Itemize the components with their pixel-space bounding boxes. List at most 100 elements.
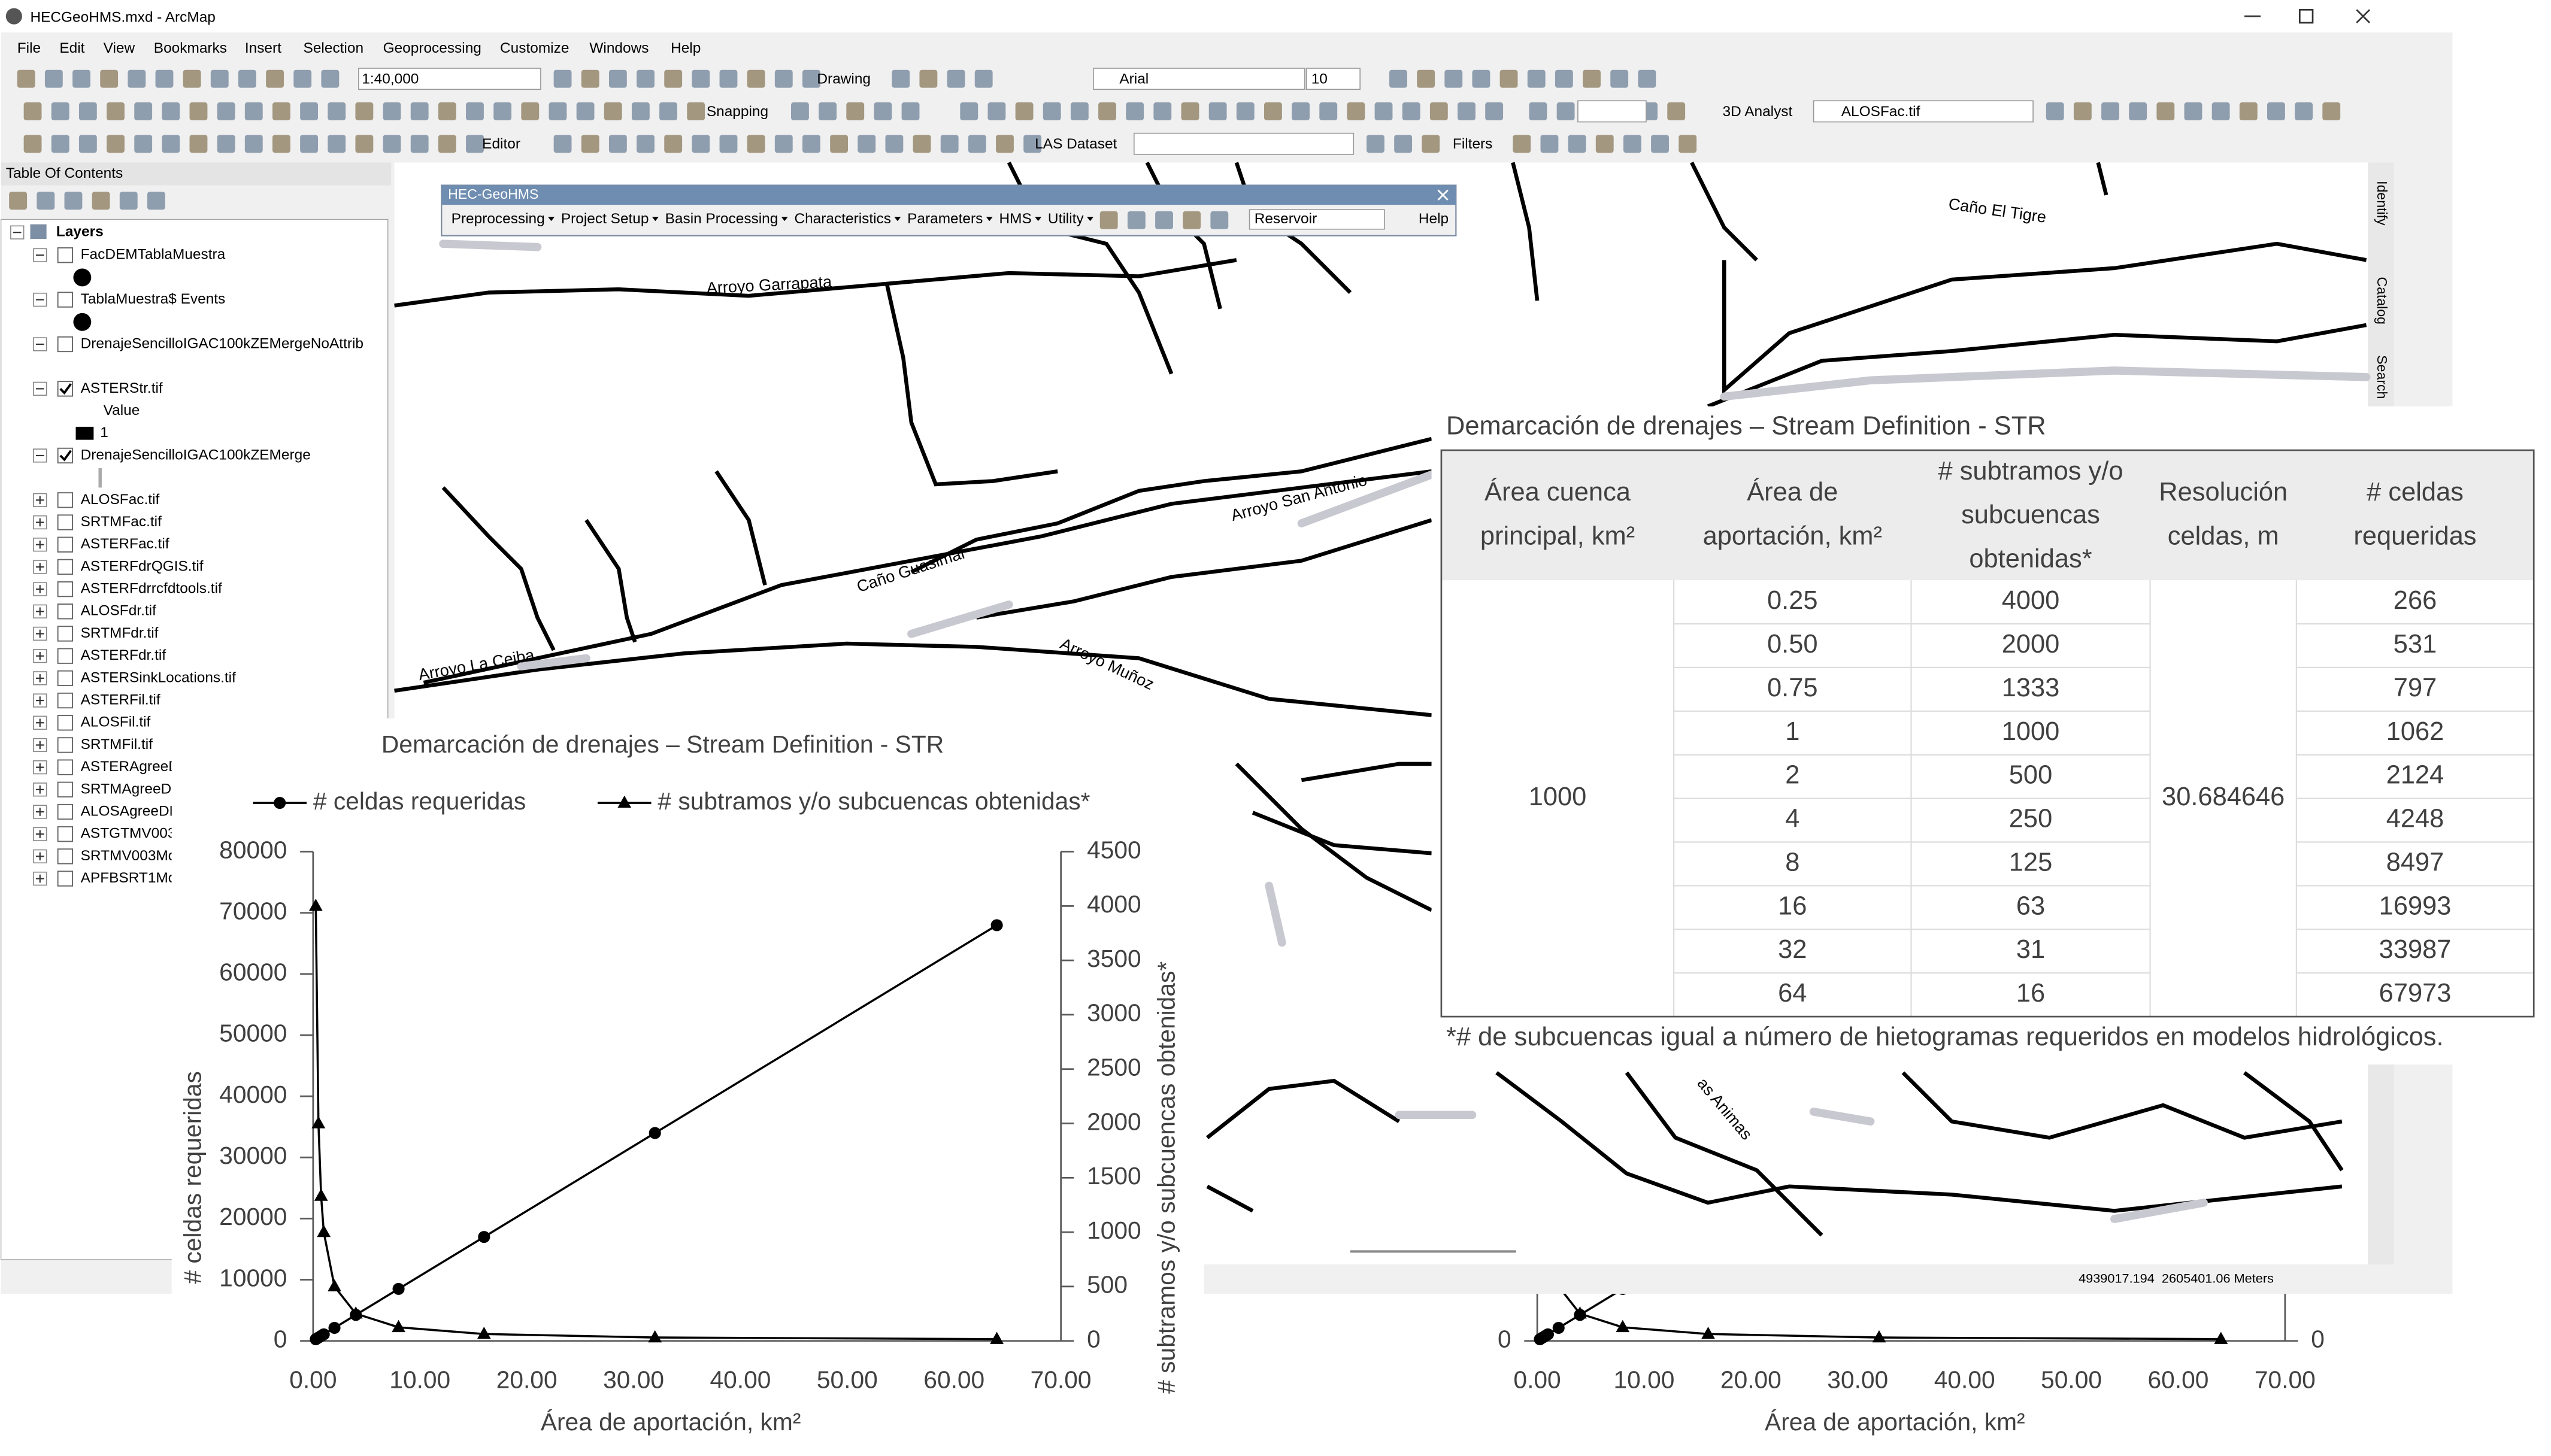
toolbar-button[interactable] <box>791 102 809 120</box>
toolbar-button[interactable] <box>1556 102 1575 120</box>
toolbar-button[interactable] <box>72 69 90 88</box>
layer-name[interactable]: ASTERAgreeD <box>81 759 179 775</box>
geohms-close[interactable] <box>1437 189 1449 201</box>
toolbar-button[interactable] <box>747 69 765 88</box>
menu-item[interactable]: Help <box>671 40 701 56</box>
maximize-button[interactable] <box>2298 8 2314 24</box>
menu-item[interactable]: Bookmarks <box>154 40 227 56</box>
toolbar-button[interactable] <box>631 102 650 120</box>
toolbar-button[interactable] <box>960 102 978 120</box>
close-button[interactable] <box>2356 9 2370 23</box>
toolbar-button[interactable] <box>78 102 97 120</box>
layer-name[interactable]: ALOSAgreeDE <box>81 803 179 819</box>
toolbar-button[interactable] <box>2156 102 2175 120</box>
toolbar-button[interactable] <box>1540 135 1559 153</box>
toolbar-button[interactable] <box>1417 69 1435 88</box>
layer-checkbox[interactable] <box>57 803 74 820</box>
toolbar-button[interactable] <box>576 102 595 120</box>
toolbar-button[interactable] <box>1183 211 1201 229</box>
layer-name[interactable]: ALOSFac.tif <box>81 492 160 508</box>
geohms-menu[interactable]: Utility <box>1048 211 1084 227</box>
toolbar-button[interactable] <box>692 69 710 88</box>
toolbar-button[interactable] <box>244 135 263 153</box>
toolbar-button[interactable] <box>383 135 401 153</box>
toolbar-button[interactable] <box>1374 102 1393 120</box>
toolbar-button[interactable] <box>1264 102 1282 120</box>
geohms-menu[interactable]: Project Setup <box>561 211 649 227</box>
toolbar-label[interactable]: LAS Dataset <box>1035 136 1117 152</box>
toolbar-button[interactable] <box>2129 102 2147 120</box>
toolbar-button[interactable] <box>51 135 69 153</box>
toolbar-button[interactable] <box>2073 102 2092 120</box>
toolbar-button[interactable] <box>687 102 705 120</box>
side-tab[interactable]: Identify <box>2374 181 2390 226</box>
toolbar-button[interactable] <box>892 69 910 88</box>
toolbar-button[interactable] <box>272 102 290 120</box>
toolbar-button[interactable] <box>300 135 319 153</box>
menu-item[interactable]: Customize <box>500 40 569 56</box>
toolbar-button[interactable] <box>466 135 484 153</box>
layer-name[interactable]: SRTMFil.tif <box>81 736 153 753</box>
layer-name[interactable]: ALOSFdr.tif <box>81 603 156 619</box>
toolbar-button[interactable] <box>1513 135 1531 153</box>
dropdown[interactable] <box>1577 100 1647 123</box>
toolbar-button[interactable] <box>774 135 793 153</box>
toolbar-button[interactable] <box>664 135 683 153</box>
layer-checkbox[interactable] <box>57 492 74 508</box>
layer-checkbox[interactable] <box>57 781 74 797</box>
menu-item[interactable]: Insert <box>245 40 281 56</box>
toolbar-button[interactable] <box>858 135 876 153</box>
layer-checkbox[interactable] <box>57 514 74 530</box>
toolbar-button[interactable] <box>2211 102 2230 120</box>
layer-checkbox[interactable] <box>57 670 74 687</box>
toolbar-button[interactable] <box>23 135 42 153</box>
layer-name[interactable]: SRTMFac.tif <box>81 514 162 530</box>
toolbar-button[interactable] <box>919 69 938 88</box>
menu-item[interactable]: Edit <box>59 40 84 56</box>
layer-checkbox[interactable] <box>57 559 74 575</box>
toolbar-button[interactable] <box>321 69 340 88</box>
layer-name[interactable]: DrenajeSencilloIGAC100kZEMerge <box>81 447 311 463</box>
toolbar-label[interactable]: Arial <box>1119 71 1149 87</box>
toolbar-button[interactable] <box>581 69 599 88</box>
dropdown[interactable] <box>358 68 541 90</box>
toolbar-button[interactable] <box>1402 102 1420 120</box>
toolbar-button[interactable] <box>1595 135 1614 153</box>
layer-name[interactable]: SRTMV003Mo <box>81 848 177 864</box>
toolbar-button[interactable] <box>266 69 284 88</box>
toolbar-button[interactable] <box>947 69 965 88</box>
layer-name[interactable]: ASTERFdrQGIS.tif <box>81 558 204 574</box>
layer-checkbox[interactable] <box>57 870 74 887</box>
toolbar-button[interactable] <box>217 102 235 120</box>
toolbar-button[interactable] <box>293 69 312 88</box>
toolbar-button[interactable] <box>1127 211 1146 229</box>
toolbar-button[interactable] <box>1444 69 1463 88</box>
toolbar-button[interactable] <box>1208 102 1227 120</box>
toolbar-button[interactable] <box>1023 135 1042 153</box>
toolbar-button[interactable] <box>1394 135 1413 153</box>
toolbar-button[interactable] <box>974 69 993 88</box>
layer-name[interactable]: TablaMuestra$ Events <box>81 291 226 307</box>
toolbar-button[interactable] <box>549 102 567 120</box>
toolbar-button[interactable] <box>355 135 374 153</box>
toolbar-button[interactable] <box>637 69 655 88</box>
toolbar-button[interactable] <box>1529 102 1547 120</box>
geohms-menu[interactable]: Preprocessing <box>452 211 545 227</box>
toolbar-button[interactable] <box>802 69 820 88</box>
toolbar-button[interactable] <box>1679 135 1697 153</box>
toolbar-button[interactable] <box>1389 69 1407 88</box>
layer-name[interactable]: FacDEMTablaMuestra <box>81 247 226 263</box>
layer-name[interactable]: DrenajeSencilloIGAC100kZEMergeNoAttrib <box>81 335 363 351</box>
layer-checkbox[interactable] <box>57 581 74 597</box>
toolbar-button[interactable] <box>1236 102 1255 120</box>
toolbar-button[interactable] <box>1429 102 1448 120</box>
layer-name[interactable]: ASTERSinkLocations.tif <box>81 669 236 685</box>
toolbar-button[interactable] <box>2184 102 2202 120</box>
toolbar-button[interactable] <box>719 135 738 153</box>
toolbar-button[interactable] <box>64 192 83 210</box>
toolbar-button[interactable] <box>819 102 837 120</box>
menu-item[interactable]: Windows <box>589 40 649 56</box>
toolbar-button[interactable] <box>383 102 401 120</box>
toolbar-button[interactable] <box>134 102 153 120</box>
geohms-menu[interactable]: HMS <box>999 211 1032 227</box>
